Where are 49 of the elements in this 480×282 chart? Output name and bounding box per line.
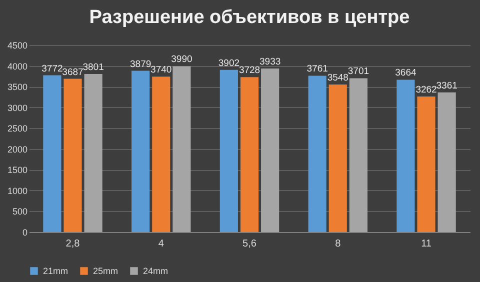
bar [64,78,82,232]
y-tick-label: 4000 [7,61,28,72]
y-tick-label: 2000 [7,144,28,154]
x-tick-label: 11 [421,238,432,250]
data-label: 3361 [436,80,458,92]
data-label: 3262 [416,84,437,96]
data-label: 3801 [82,62,104,74]
y-tick-label: 3500 [7,82,28,92]
bar [172,66,191,232]
bar [152,76,170,232]
x-tick-label: 4 [158,238,164,250]
data-label: 3548 [327,72,348,84]
data-label: 3761 [306,64,328,75]
bar [220,70,238,232]
data-label: 3772 [42,63,63,74]
data-label: 3990 [171,54,192,66]
y-tick-label: 500 [12,206,28,217]
data-label: 3728 [238,65,260,76]
bar [240,77,259,232]
data-label: 3879 [130,58,152,70]
y-tick-label: 2500 [7,124,28,134]
bar [132,70,150,232]
bar [328,84,347,232]
data-label: 3740 [150,64,172,76]
y-tick-label: 4500 [7,40,28,50]
data-label: 3687 [62,66,84,78]
legend-label: 25mm [93,266,118,276]
bar [43,75,62,232]
x-tick-label: 5,6 [242,238,257,250]
bar [417,96,436,232]
data-label: 3902 [218,58,240,69]
legend-label: 24mm [143,266,168,276]
data-label: 3664 [395,68,416,79]
x-tick-label: 2,8 [66,238,80,250]
y-tick-label: 1000 [7,186,28,196]
data-label: 3933 [259,56,281,68]
bar [261,68,280,232]
y-tick-label: 3000 [7,102,28,113]
bar [84,74,102,232]
y-tick-label: 0 [22,228,28,238]
bar [438,92,456,232]
x-tick-label: 8 [335,238,342,250]
bar [308,76,326,232]
legend-label: 21mm [43,266,68,276]
chart-title: Разрешение объективов в центре [89,7,410,28]
bar [349,78,368,232]
data-label: 3701 [348,66,370,78]
bar [396,80,415,232]
y-tick-label: 1500 [7,165,28,176]
